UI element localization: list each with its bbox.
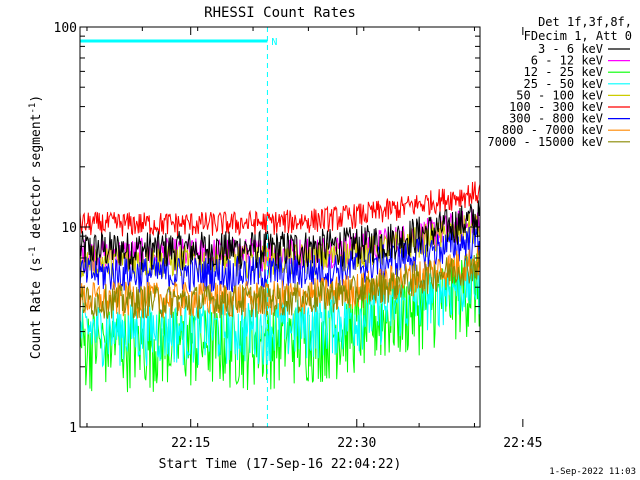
attenuator-label: N <box>271 37 277 48</box>
legend-label-1: 6 - 12 keV <box>531 54 603 68</box>
y-axis-label-end: ) <box>29 95 44 103</box>
legend: Det 1f,3f,8f, FDecim 1, Att 0 3 - 6 keV6… <box>487 15 632 149</box>
legend-label-4: 50 - 100 keV <box>516 88 603 102</box>
y-tick-label-0: 1 <box>69 421 77 436</box>
legend-label-8: 7000 - 15000 keV <box>487 135 603 149</box>
legend-label-3: 25 - 50 keV <box>524 77 603 91</box>
legend-header-1: Det 1f,3f,8f, <box>538 15 632 29</box>
series-line-5 <box>79 181 481 238</box>
legend-label-0: 3 - 6 keV <box>538 42 603 56</box>
y-axis-label-main: Count Rate (s <box>29 257 44 359</box>
x-tick-label-1: 22:30 <box>337 436 376 451</box>
legend-label-2: 12 - 25 keV <box>524 65 603 79</box>
legend-label-7: 800 - 7000 keV <box>502 123 603 137</box>
plot-area <box>79 181 481 393</box>
chart-title: RHESSI Count Rates <box>204 5 356 21</box>
y-axis-label-mid: detector segment <box>29 114 44 247</box>
y-tick-label-2: 100 <box>54 21 77 36</box>
y-axis-label-sup1: -1 <box>28 247 38 258</box>
series-line-8 <box>79 250 481 319</box>
legend-header-2: FDecim 1, Att 0 <box>524 29 632 43</box>
series-line-3 <box>79 254 481 368</box>
series-line-7 <box>79 245 481 319</box>
series-line-0 <box>79 200 481 271</box>
y-axis-label-sup2: -1 <box>28 103 38 114</box>
x-tick-label-2: 22:45 <box>503 436 542 451</box>
y-axis-label: Count Rate (s-1 detector segment-1) <box>28 95 44 359</box>
x-tick-label-0: 22:15 <box>171 436 210 451</box>
series-line-6 <box>79 224 481 293</box>
footer-timestamp: 1-Sep-2022 11:03 <box>549 467 636 477</box>
legend-label-5: 100 - 300 keV <box>509 100 603 114</box>
legend-label-6: 300 - 800 keV <box>509 112 603 126</box>
y-tick-label-1: 10 <box>61 221 77 236</box>
x-axis-label: Start Time (17-Sep-16 22:04:22) <box>159 457 402 472</box>
